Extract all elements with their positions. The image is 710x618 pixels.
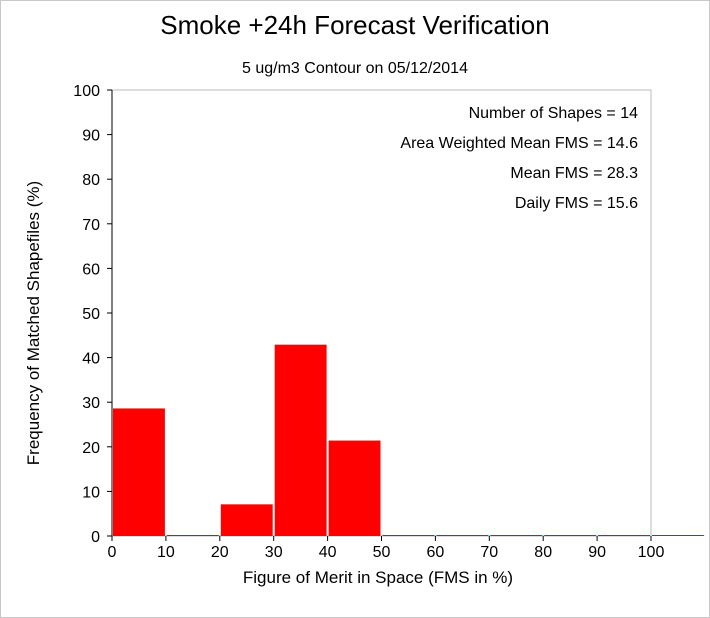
x-tick-label: 90 — [588, 544, 606, 561]
y-tick-label: 80 — [82, 172, 100, 189]
x-tick-label: 60 — [427, 544, 445, 561]
stats-annotation: Number of Shapes = 14 — [469, 105, 639, 122]
y-tick-label: 90 — [82, 128, 100, 145]
histogram-bar — [220, 504, 273, 536]
histogram-bar — [328, 440, 381, 536]
x-tick-label: 50 — [373, 544, 391, 561]
plot-area — [111, 89, 652, 537]
y-tick-label: 0 — [91, 529, 100, 546]
y-tick-label: 20 — [82, 440, 100, 457]
histogram-bar — [113, 408, 165, 536]
stats-annotation: Mean FMS = 28.3 — [510, 165, 638, 182]
x-tick-label: 20 — [211, 544, 229, 561]
chart-title: Smoke +24h Forecast Verification — [160, 10, 550, 40]
x-tick-label: 70 — [480, 544, 498, 561]
x-tick-label: 0 — [108, 544, 117, 561]
x-tick-label: 100 — [638, 544, 665, 561]
y-tick-label: 50 — [82, 306, 100, 323]
y-tick-label: 100 — [73, 83, 100, 100]
y-tick-label: 10 — [82, 484, 100, 501]
chart-subtitle: 5 ug/m3 Contour on 05/12/2014 — [242, 60, 468, 77]
y-tick-label: 70 — [82, 217, 100, 234]
stats-annotation: Daily FMS = 15.6 — [515, 195, 638, 212]
x-tick-label: 80 — [534, 544, 552, 561]
x-tick-label: 40 — [319, 544, 337, 561]
x-tick-label: 10 — [157, 544, 175, 561]
y-tick-label: 60 — [82, 261, 100, 278]
y-tick-label: 40 — [82, 351, 100, 368]
y-tick-label: 30 — [82, 395, 100, 412]
x-tick-label: 30 — [265, 544, 283, 561]
stats-annotation: Area Weighted Mean FMS = 14.6 — [400, 135, 638, 152]
x-axis-label: Figure of Merit in Space (FMS in %) — [242, 568, 514, 587]
histogram-bar — [274, 344, 327, 536]
